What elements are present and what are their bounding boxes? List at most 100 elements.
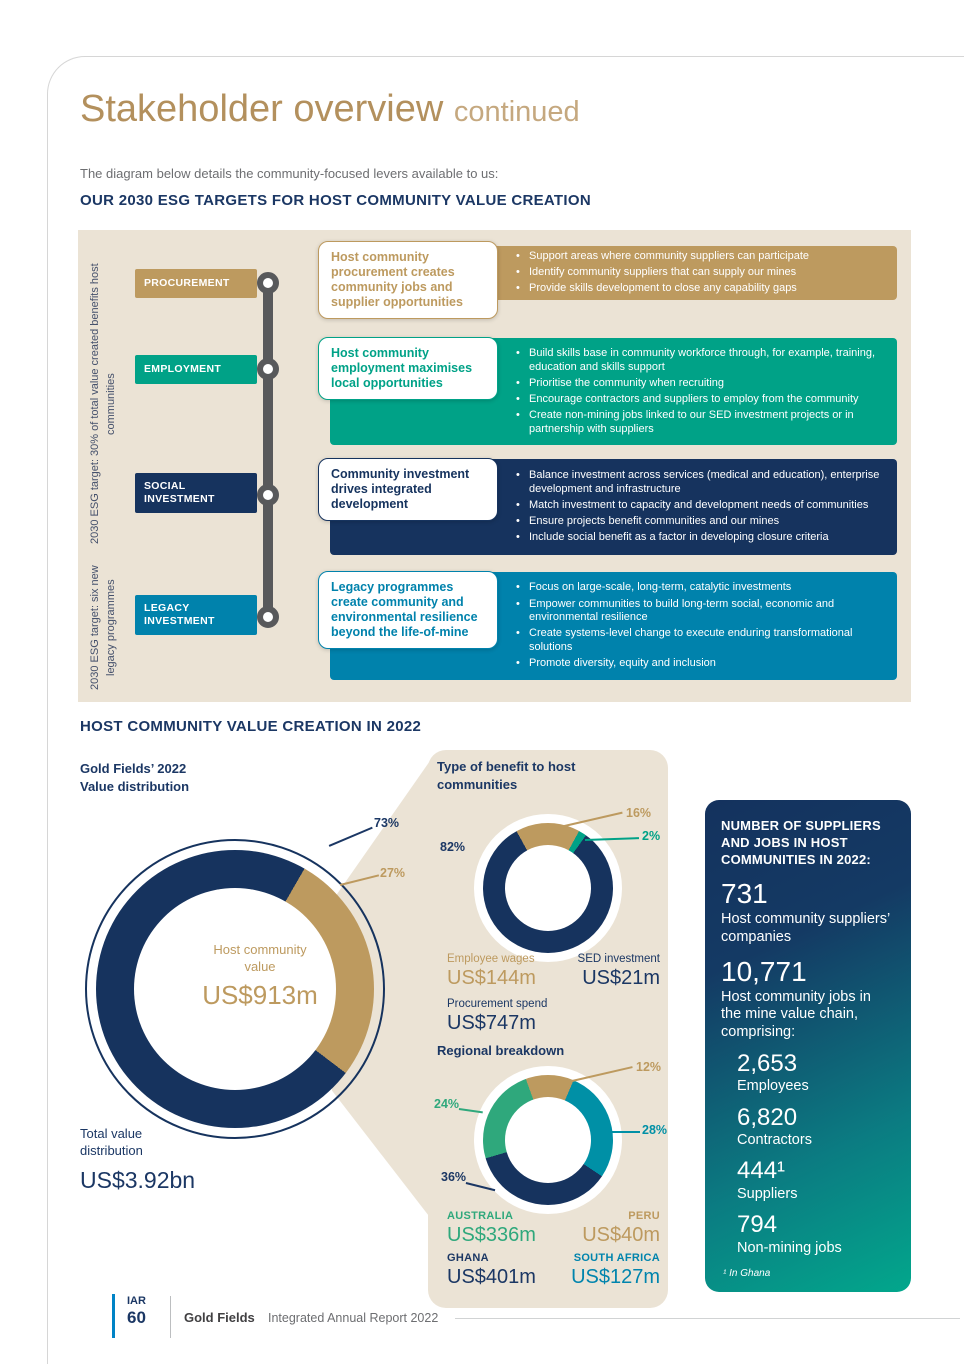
stat-contractors: 6,820 Contractors [737,1103,895,1150]
lever-label-procurement: PROCUREMENT [135,269,257,298]
esg-side-label-top: 2030 ESG target: 30% of total value crea… [89,263,117,545]
stat-label: Employees [737,1077,809,1094]
bullet-item: Balance investment across services (medi… [516,469,885,496]
stat-value: 6,820 [737,1103,798,1131]
esg-diagram: 2030 ESG target: 30% of total value crea… [78,230,911,702]
employee-wages-amount: US$144m [447,967,536,989]
stat-employees: 2,653 Employees [737,1049,895,1096]
peru-amount: US$40m [582,1224,660,1246]
footer-brand: Gold Fields [184,1310,255,1325]
stat-label: Suppliers [737,1185,798,1202]
page-title: Stakeholder overview continued [80,88,580,131]
page-title-suffix: continued [453,96,580,128]
pct-label-16: 16% [626,806,652,820]
footer-accent-bar [112,1294,115,1338]
connector-node-legacy-investment [257,606,279,628]
connector-node-employment [257,358,279,380]
peru-name: PERU [628,1210,660,1222]
page-frame [47,56,964,1364]
stat-suppliers: 444¹ Suppliers [737,1158,895,1203]
bullet-item: Identify community suppliers that can su… [516,266,809,280]
bullet-item: Match investment to capacity and develop… [516,499,885,513]
ghana-amount: US$401m [447,1266,536,1288]
stat-label: Host community jobs in the mine value ch… [721,988,871,1040]
leader-line [610,1131,640,1133]
connector-node-social-investment [257,484,279,506]
pct-label-82: 82% [440,840,466,854]
total-value-label: Total value distribution [80,1126,143,1158]
stat-non-mining-jobs: 794 Non-mining jobs [737,1212,895,1257]
lever-card-procurement: Host community procurement creates commu… [318,241,498,319]
suppliers-panel-heading: NUMBER OF SUPPLIERS AND JOBS IN HOST COM… [721,818,881,868]
pct-label-12: 12% [636,1060,662,1074]
stat-community-jobs: 10,771 Host community jobs in the mine v… [721,957,895,1041]
suppliers-panel: NUMBER OF SUPPLIERS AND JOBS IN HOST COM… [705,800,911,1292]
sed-investment-name: SED investment [577,953,660,965]
stat-value: 444¹ [737,1157,786,1185]
esg-targets-heading: OUR 2030 ESG TARGETS FOR HOST COMMUNITY … [80,192,591,209]
procurement-spend-name: Procurement spend [447,998,548,1010]
bullet-list: Focus on large-scale, long-term, catalyt… [516,579,885,673]
pct-label-73: 73% [374,816,400,830]
australia-label: AUSTRALIA US$336m [447,1210,536,1247]
pct-label-27: 27% [380,866,406,880]
connector-node-procurement [257,272,279,294]
page-title-main: Stakeholder overview [80,88,444,130]
footer-rule [455,1318,960,1319]
employee-wages-name: Employee wages [447,953,535,965]
footer-section-tab: IAR [127,1295,146,1307]
pct-label-36: 36% [441,1170,467,1184]
value-distribution-donut-hole [134,888,336,1090]
stat-value: 2,653 [737,1049,798,1077]
bullet-item: Create systems-level change to execute e… [516,627,885,654]
south-africa-name: SOUTH AFRICA [573,1252,660,1264]
footer-report-name: Integrated Annual Report 2022 [268,1311,439,1325]
bullet-list: Support areas where community suppliers … [516,248,809,299]
bullet-item: Ensure projects benefit communities and … [516,515,885,529]
value-distribution-title: Gold Fields’ 2022 Value distribution [80,761,190,794]
footer-divider [170,1296,171,1338]
bullet-item: Focus on large-scale, long-term, catalyt… [516,581,885,595]
connector-line [263,280,273,622]
bullet-item: Build skills base in community workforce… [516,347,885,374]
bullet-list: Build skills base in community workforce… [516,344,885,438]
stat-label: Non-mining jobs [737,1239,842,1256]
benefit-donut-hole [505,845,591,931]
ghana-label: GHANA US$401m [447,1252,536,1289]
south-africa-amount: US$127m [571,1266,660,1288]
esg-side-label-bottom: 2030 ESG target: six new legacy programm… [89,565,117,691]
regional-breakdown-title: Regional breakdown [437,1043,565,1058]
lever-card-social-investment: Community investment drives integrated d… [318,458,498,521]
sed-investment-label: SED investment US$21m [555,953,660,990]
benefit-type-title: Type of benefit to host communities [437,759,576,792]
employee-wages-label: Employee wages US$144m [447,953,536,990]
pct-label-28: 28% [642,1123,668,1137]
stat-value: 731 [721,878,768,910]
peru-label: PERU US$40m [555,1210,660,1247]
procurement-spend-label: Procurement spend US$747m [447,998,547,1035]
value-distribution-outer-ring [85,839,385,1139]
bullet-item: Encourage contractors and suppliers to e… [516,393,885,407]
total-value-block: Total value distribution US$3.92bn [80,1126,195,1194]
host-community-value-amount: US$913m [202,979,318,1010]
stat-label: Host community suppliers’ companies [721,910,890,945]
intro-text: The diagram below details the community-… [80,166,499,181]
value-creation-heading: HOST COMMUNITY VALUE CREATION IN 2022 [80,718,422,735]
lever-label-legacy-investment: LEGACY INVESTMENT [135,595,257,635]
bullet-item: Support areas where community suppliers … [516,250,809,264]
lever-card-employment: Host community employment maximises loca… [318,337,498,400]
value-distribution-center: Host community value US$913m [190,942,330,1011]
stat-supplier-companies: 731 Host community suppliers’ companies [721,879,895,946]
bullet-item: Include social benefit as a factor in de… [516,531,885,545]
stat-value: 10,771 [721,956,807,988]
pct-label-24: 24% [434,1097,460,1111]
south-africa-label: SOUTH AFRICA US$127m [545,1252,660,1289]
bullet-item: Provide skills development to close any … [516,282,809,296]
stat-label: Contractors [737,1131,812,1148]
pct-label-2: 2% [642,829,661,843]
lever-label-employment: EMPLOYMENT [135,355,257,384]
ghana-name: GHANA [447,1252,489,1264]
bullet-list: Balance investment across services (medi… [516,467,885,548]
host-community-value-label: Host community value [213,942,307,974]
